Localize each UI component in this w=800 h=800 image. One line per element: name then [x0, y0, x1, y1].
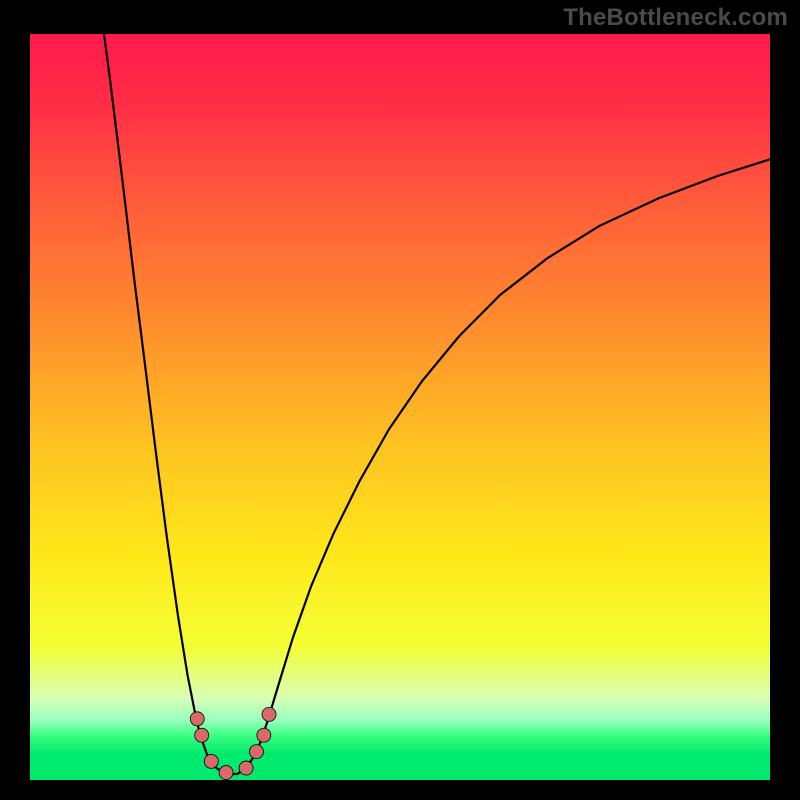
curve-marker [190, 712, 204, 726]
curve-marker [195, 728, 209, 742]
curve-marker [249, 745, 263, 759]
chart-container: { "attribution": { "text": "TheBottlenec… [0, 0, 800, 800]
curve-marker [262, 707, 276, 721]
plot-background [30, 34, 770, 780]
curve-marker [219, 766, 233, 780]
curve-marker [257, 728, 271, 742]
curve-marker [204, 754, 218, 768]
footer-strip [30, 752, 770, 780]
attribution-label: TheBottleneck.com [563, 4, 788, 32]
bottleneck-curve-chart [0, 0, 800, 800]
curve-marker [239, 761, 253, 775]
